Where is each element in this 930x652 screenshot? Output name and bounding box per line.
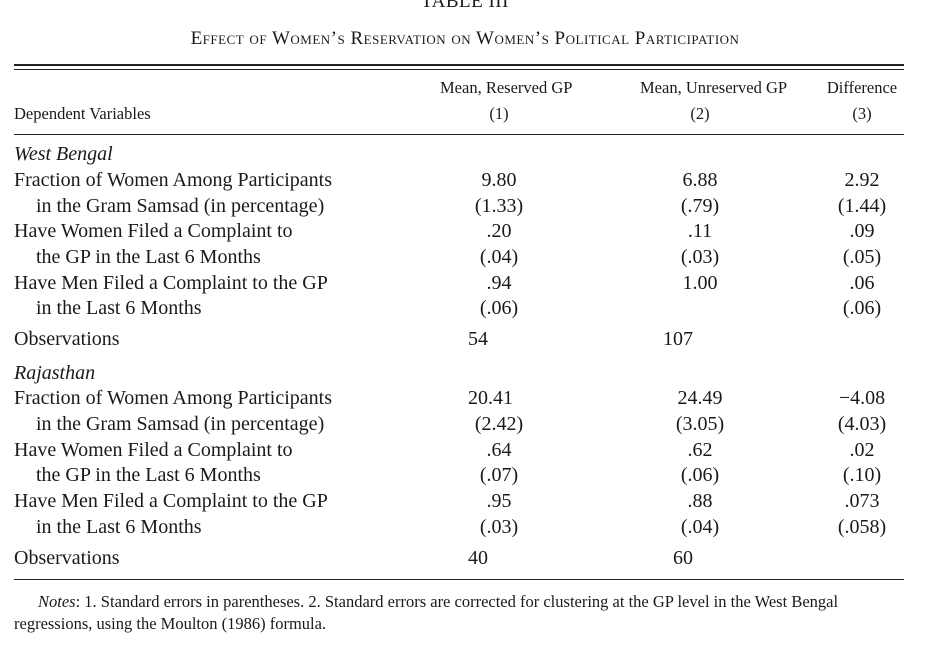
cell: (.03) <box>680 246 720 268</box>
section-rajasthan: Rajasthan <box>14 362 96 384</box>
row-label: Fraction of Women Among Participants <box>14 387 332 409</box>
row-label: in the Gram Samsad (in percentage) <box>36 413 325 435</box>
cell: 9.80 <box>481 169 517 191</box>
header-rule <box>14 134 904 135</box>
cell: (.03) <box>479 516 519 538</box>
row-label: Have Women Filed a Complaint to <box>14 220 293 242</box>
cell: (2.42) <box>474 413 524 435</box>
cell: 2.92 <box>844 169 880 191</box>
cell: .20 <box>486 220 512 242</box>
cell: (.06) <box>479 297 519 319</box>
cell: .09 <box>849 220 875 242</box>
cell: .11 <box>687 220 713 242</box>
row-label: the GP in the Last 6 Months <box>36 464 261 486</box>
cell: −4.08 <box>838 387 886 409</box>
cell: (.79) <box>680 195 720 217</box>
cell: (.05) <box>842 246 882 268</box>
cell: (.06) <box>680 464 720 486</box>
notes-label: Notes <box>38 592 76 611</box>
cell: (1.33) <box>474 195 524 217</box>
table-number: TABLE III <box>421 0 509 12</box>
cell: 20.41 <box>468 387 513 409</box>
cell: .94 <box>486 272 512 294</box>
cell: (3.05) <box>675 413 725 435</box>
table-notes: Notes: 1. Standard errors in parentheses… <box>14 591 908 635</box>
observations-c1: 40 <box>468 547 488 569</box>
row-label: in the Last 6 Months <box>36 297 202 319</box>
cell: (.058) <box>837 516 887 538</box>
top-rule <box>14 64 904 66</box>
cell: .88 <box>687 490 713 512</box>
cell: (.06) <box>842 297 882 319</box>
cell: .62 <box>687 439 713 461</box>
table-title: Effect of Women’s Reservation on Women’s… <box>190 28 740 49</box>
observations-c2: 107 <box>663 328 693 350</box>
row-label: Fraction of Women Among Participants <box>14 169 332 191</box>
notes-text: : 1. Standard errors in parentheses. 2. … <box>14 592 839 633</box>
row-label: the GP in the Last 6 Months <box>36 246 261 268</box>
cell: (.07) <box>479 464 519 486</box>
cell: (4.03) <box>837 413 887 435</box>
col3-number: (3) <box>852 104 872 123</box>
cell: .64 <box>486 439 512 461</box>
cell: 1.00 <box>682 272 718 294</box>
observations-c1: 54 <box>468 328 488 350</box>
col2-number: (2) <box>690 104 710 123</box>
cell: 6.88 <box>682 169 718 191</box>
cell: (.10) <box>842 464 882 486</box>
cell: 24.49 <box>677 387 723 409</box>
row-label: in the Last 6 Months <box>36 516 202 538</box>
col1-header: Mean, Reserved GP <box>440 78 573 97</box>
cell: .95 <box>486 490 512 512</box>
observations-label: Observations <box>14 328 120 350</box>
cell: (1.44) <box>837 195 887 217</box>
row-label: Have Men Filed a Complaint to the GP <box>14 490 328 512</box>
row-label: in the Gram Samsad (in percentage) <box>36 195 325 217</box>
observations-label: Observations <box>14 547 120 569</box>
cell: .06 <box>849 272 875 294</box>
row-label: Have Men Filed a Complaint to the GP <box>14 272 328 294</box>
row-label: Have Women Filed a Complaint to <box>14 439 293 461</box>
cell: (.04) <box>680 516 720 538</box>
cell: .073 <box>844 490 880 512</box>
row-label-header: Dependent Variables <box>14 104 151 123</box>
col2-header: Mean, Unreserved GP <box>640 78 788 97</box>
cell: (.04) <box>479 246 519 268</box>
observations-c2: 60 <box>673 547 693 569</box>
bottom-rule <box>14 579 904 580</box>
section-west-bengal: West Bengal <box>14 143 113 165</box>
top-rule-thin <box>14 69 904 70</box>
cell: .02 <box>849 439 875 461</box>
col3-header: Difference <box>826 78 898 97</box>
col1-number: (1) <box>489 104 509 123</box>
